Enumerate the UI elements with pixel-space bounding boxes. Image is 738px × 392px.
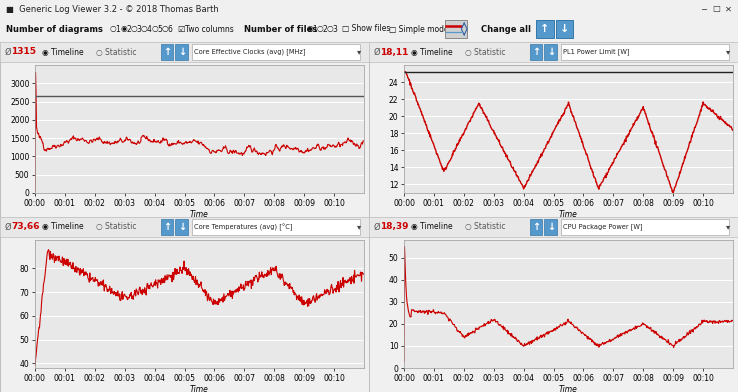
Text: 2: 2	[323, 25, 327, 33]
Text: 1: 1	[312, 25, 317, 33]
Text: ✕: ✕	[725, 4, 732, 13]
Text: ▾: ▾	[726, 223, 731, 232]
Text: ↓: ↓	[178, 222, 186, 232]
Text: ◉ Timeline: ◉ Timeline	[412, 223, 453, 232]
FancyBboxPatch shape	[160, 44, 173, 60]
FancyBboxPatch shape	[160, 219, 173, 235]
Text: ↑: ↑	[163, 47, 171, 57]
Text: ↓: ↓	[547, 222, 555, 232]
FancyBboxPatch shape	[561, 44, 729, 60]
Text: ▾: ▾	[357, 223, 362, 232]
FancyBboxPatch shape	[530, 219, 542, 235]
Text: ○: ○	[162, 25, 168, 33]
Text: ○: ○	[151, 25, 158, 33]
Text: ☑: ☑	[177, 25, 184, 33]
FancyBboxPatch shape	[192, 219, 360, 236]
Text: CPU Package Power [W]: CPU Package Power [W]	[564, 223, 643, 230]
Text: ■  Generic Log Viewer 3.2 - © 2018 Thomas Barth: ■ Generic Log Viewer 3.2 - © 2018 Thomas…	[6, 4, 218, 13]
Text: 1315: 1315	[11, 47, 36, 56]
Text: Core Effective Clocks (avg) [MHz]: Core Effective Clocks (avg) [MHz]	[195, 49, 306, 55]
Text: Number of diagrams: Number of diagrams	[6, 25, 103, 33]
X-axis label: Time: Time	[190, 211, 209, 220]
FancyBboxPatch shape	[544, 219, 557, 235]
Text: Ø: Ø	[4, 47, 11, 56]
Text: 73,66: 73,66	[11, 223, 40, 232]
Text: ↑: ↑	[540, 24, 549, 34]
FancyBboxPatch shape	[176, 44, 188, 60]
Text: ▾: ▾	[726, 47, 731, 56]
Text: ◉: ◉	[306, 25, 313, 33]
Text: □ Simple mode: □ Simple mode	[389, 25, 449, 33]
FancyBboxPatch shape	[445, 20, 467, 38]
FancyBboxPatch shape	[536, 20, 554, 38]
Text: ○ Statistic: ○ Statistic	[465, 223, 506, 232]
Text: 6: 6	[168, 25, 173, 33]
Text: ○: ○	[131, 25, 137, 33]
Text: ↓: ↓	[560, 24, 569, 34]
Text: ↑: ↑	[532, 47, 540, 57]
Text: ↓: ↓	[178, 47, 186, 57]
Text: 18,11: 18,11	[380, 47, 408, 56]
FancyBboxPatch shape	[530, 44, 542, 60]
FancyBboxPatch shape	[556, 20, 573, 38]
Text: ↑: ↑	[163, 222, 171, 232]
Text: ◉: ◉	[120, 25, 127, 33]
FancyBboxPatch shape	[192, 44, 360, 60]
Text: 3: 3	[333, 25, 338, 33]
Text: □: □	[712, 4, 720, 13]
Text: ◉ Timeline: ◉ Timeline	[43, 223, 84, 232]
Text: ◉ Timeline: ◉ Timeline	[43, 47, 84, 56]
Text: Two columns: Two columns	[185, 25, 234, 33]
Text: ○: ○	[317, 25, 323, 33]
X-axis label: Time: Time	[559, 211, 578, 220]
FancyBboxPatch shape	[544, 44, 557, 60]
Text: ↑: ↑	[532, 222, 540, 232]
Text: Ø: Ø	[373, 47, 380, 56]
Text: PL1 Power Limit [W]: PL1 Power Limit [W]	[564, 49, 630, 55]
Text: Number of files: Number of files	[244, 25, 317, 33]
Text: Ø: Ø	[4, 223, 11, 232]
Text: ○: ○	[109, 25, 116, 33]
Text: ○ Statistic: ○ Statistic	[96, 223, 137, 232]
FancyBboxPatch shape	[176, 219, 188, 235]
Text: Ø: Ø	[373, 223, 380, 232]
Text: 4: 4	[147, 25, 152, 33]
FancyBboxPatch shape	[561, 219, 729, 236]
Text: 1: 1	[115, 25, 120, 33]
Text: Change all: Change all	[481, 25, 531, 33]
X-axis label: Time: Time	[559, 385, 578, 392]
Text: ─: ─	[702, 4, 706, 13]
Text: ◉ Timeline: ◉ Timeline	[412, 47, 453, 56]
Text: ○ Statistic: ○ Statistic	[465, 47, 506, 56]
Text: ▾: ▾	[357, 47, 362, 56]
Text: ↓: ↓	[547, 47, 555, 57]
Text: 5: 5	[157, 25, 162, 33]
Text: 18,39: 18,39	[380, 223, 409, 232]
Text: 2: 2	[126, 25, 131, 33]
X-axis label: Time: Time	[190, 385, 209, 392]
Text: ○: ○	[327, 25, 334, 33]
Text: ○ Statistic: ○ Statistic	[96, 47, 137, 56]
Text: □ Show files: □ Show files	[342, 25, 390, 33]
Text: ○: ○	[141, 25, 148, 33]
Text: 3: 3	[137, 25, 142, 33]
Text: Core Temperatures (avg) [°C]: Core Temperatures (avg) [°C]	[195, 223, 293, 231]
